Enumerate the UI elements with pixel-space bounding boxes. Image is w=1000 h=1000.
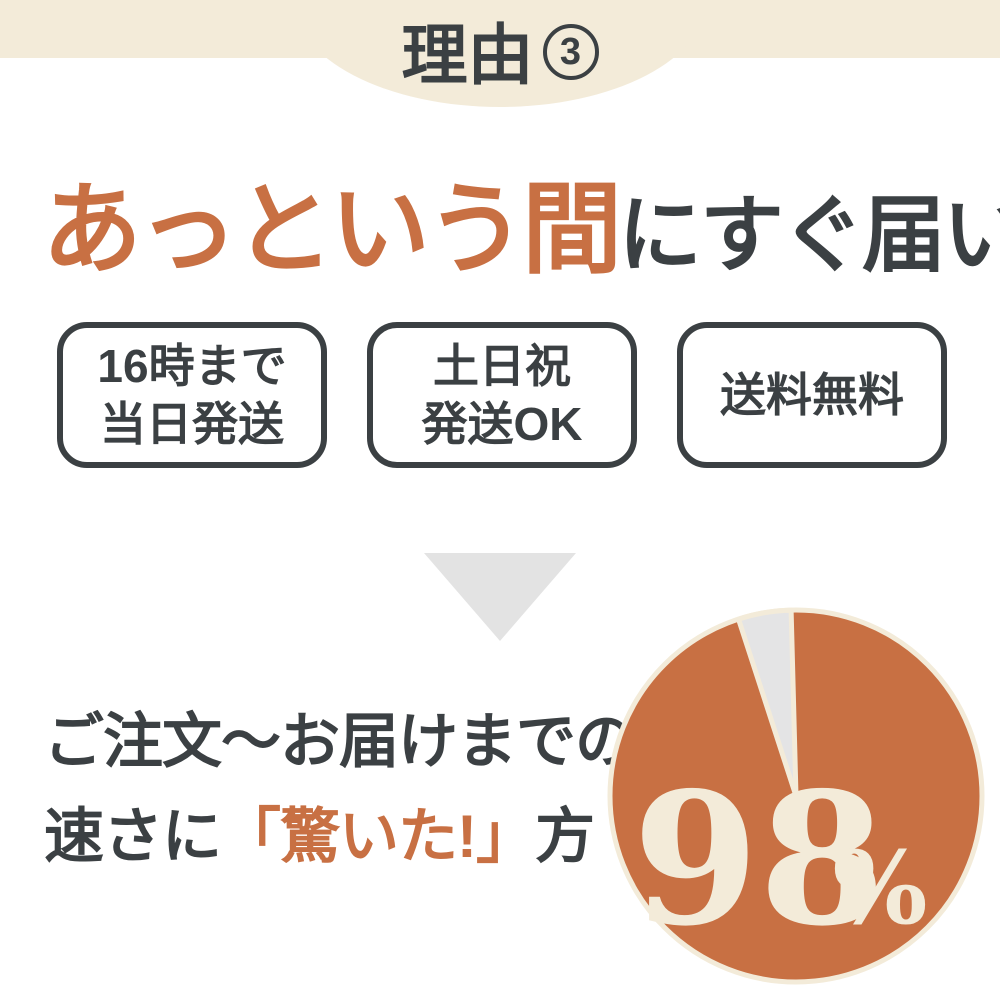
- badge-weekend-shipping: 土日祝 発送OK: [367, 322, 637, 468]
- pie-chart-svg: 98 %: [607, 607, 985, 985]
- badge-line: 当日発送: [100, 398, 284, 450]
- badge-line: 16時まで: [97, 340, 287, 392]
- banner-title-number: 3: [559, 30, 582, 73]
- banner-title: 理由 3: [0, 10, 1000, 92]
- pie-center-value: 98: [632, 752, 885, 966]
- stat-caption-line2-highlight: 「驚いた!」: [221, 803, 536, 870]
- badge-line: 発送OK: [421, 398, 583, 450]
- badge-line: 土日祝: [433, 340, 571, 392]
- badge-same-day-shipping: 16時まで 当日発送: [57, 322, 327, 468]
- headline-highlight: あっという間: [42, 174, 622, 286]
- headline: あっという間 にすぐ届いた!: [42, 148, 1000, 286]
- stat-caption-line2: 速さに「驚いた!」方: [44, 789, 664, 884]
- headline-rest: にすぐ届いた!: [618, 188, 1000, 282]
- badge-line: 送料無料: [720, 369, 904, 421]
- stat-caption-line2-prefix: 速さに: [44, 803, 222, 870]
- badge-free-shipping: 送料無料: [677, 322, 947, 468]
- stat-caption: ご注文〜お届けまでの 速さに「驚いた!」方: [44, 694, 664, 884]
- stat-caption-line1-text: ご注文〜お届けまでの: [44, 708, 635, 775]
- stat-caption-line1: ご注文〜お届けまでの: [44, 694, 664, 789]
- banner-title-text: 理由: [401, 18, 534, 92]
- stat-caption-line2-suffix: 方: [534, 803, 595, 870]
- badges-row: 16時まで 当日発送 土日祝 発送OK 送料無料: [57, 322, 947, 468]
- circled-number-3-icon: 3: [542, 24, 599, 80]
- down-arrow-icon: [424, 553, 576, 641]
- pie-chart: 98 %: [601, 601, 991, 991]
- pie-slice-2: [736, 607, 799, 799]
- pie-center-unit: %: [832, 829, 927, 947]
